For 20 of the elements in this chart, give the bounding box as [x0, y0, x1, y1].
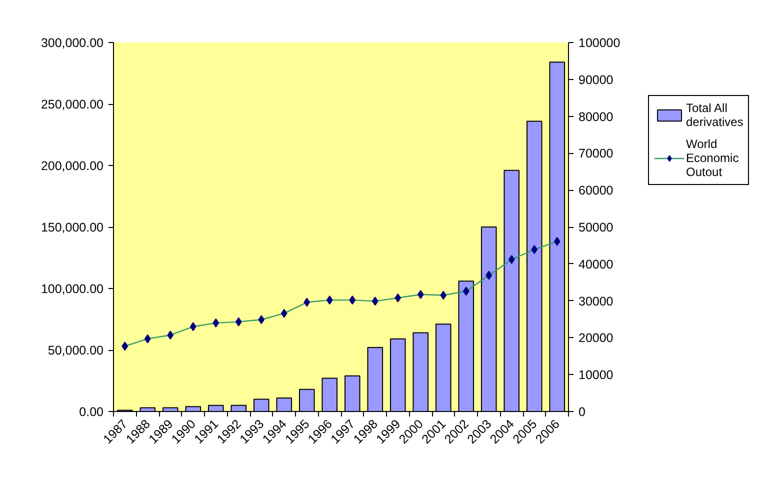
y2-tick-label: 60000	[578, 184, 614, 198]
y2-tick-label: 20000	[578, 331, 614, 346]
y-tick-label: 100,000.00	[40, 282, 104, 296]
y2-tick-label: 10000	[578, 368, 614, 382]
y2-tick-label: 30000	[578, 294, 614, 308]
y-tick-label: 50,000.00	[48, 344, 104, 358]
legend-label: World Economic Outout	[686, 137, 739, 179]
y-tick-label: 300,000.00	[40, 36, 104, 50]
y2-tick-label: 80000	[578, 110, 614, 124]
y2-tick-label: 70000	[578, 146, 614, 161]
y-tick-label: 250,000.00	[40, 98, 104, 112]
y2-tick-label: 90000	[578, 72, 614, 87]
y2-tick-label: 0	[578, 405, 586, 419]
y2-tick-label: 100000	[578, 36, 620, 50]
y2-tick-label: 50000	[578, 220, 614, 234]
legend-label: Total All derivatives	[686, 101, 744, 129]
y-tick-label: 200,000.00	[40, 159, 104, 173]
y-tick-label: 150,000.00	[40, 220, 104, 234]
y2-tick-label: 40000	[578, 257, 614, 272]
y-tick-label: 0.00	[79, 405, 104, 419]
